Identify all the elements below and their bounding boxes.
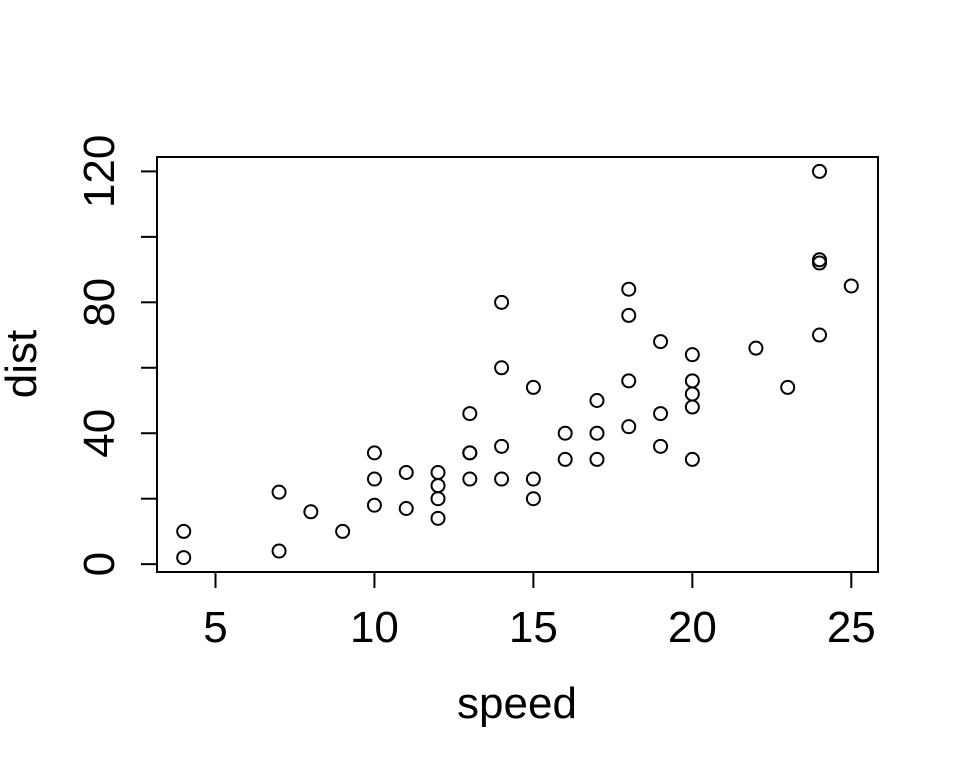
data-point [398,501,414,517]
data-point [684,451,700,467]
x-axis: 5 10 15 20 25 [203,571,876,652]
x-tick-label: 5 [203,603,227,652]
data-point [494,360,510,376]
data-point [589,393,605,409]
data-point [589,425,605,441]
data-point [494,471,510,487]
plot-frame [156,156,879,573]
data-point [621,307,637,323]
data-point [176,550,192,566]
y-axis: 0 40 80 120 [75,135,158,576]
data-point [684,373,700,389]
data-point [557,425,573,441]
data-point [494,294,510,310]
data-point [366,471,382,487]
data-point [366,497,382,513]
data-point [557,451,573,467]
data-point [812,163,828,179]
data-point [525,491,541,507]
data-point [525,471,541,487]
data-point [462,445,478,461]
data-point [335,523,351,539]
data-point [621,281,637,297]
data-point [176,523,192,539]
data-point [430,510,446,526]
data-point [812,327,828,343]
y-tick-label: 80 [75,278,124,327]
x-tick-label: 25 [827,603,876,652]
data-point [303,504,319,520]
y-tick-label: 120 [75,135,124,208]
data-point [494,438,510,454]
data-point [780,379,796,395]
data-point [430,491,446,507]
data-point [366,445,382,461]
data-point [589,451,605,467]
data-point [430,478,446,494]
data-point [398,465,414,481]
x-tick-label: 20 [668,603,717,652]
data-point [525,379,541,395]
data-point [462,406,478,422]
data-point [653,438,669,454]
data-point [843,278,859,294]
data-point [653,406,669,422]
data-point [684,386,700,402]
data-point [812,252,828,268]
data-point [430,465,446,481]
data-point [748,340,764,356]
data-point [271,543,287,559]
y-axis-label: dist [0,330,46,398]
data-point [684,399,700,415]
data-point [462,471,478,487]
data-point [653,334,669,350]
x-axis-label: speed [457,679,577,728]
x-tick-label: 15 [509,603,558,652]
data-point [271,484,287,500]
data-point [684,347,700,363]
y-tick-label: 0 [75,552,124,576]
y-tick-label: 40 [75,409,124,458]
x-tick-label: 10 [350,603,399,652]
data-point [621,373,637,389]
data-point [621,419,637,435]
data-points [176,163,859,566]
